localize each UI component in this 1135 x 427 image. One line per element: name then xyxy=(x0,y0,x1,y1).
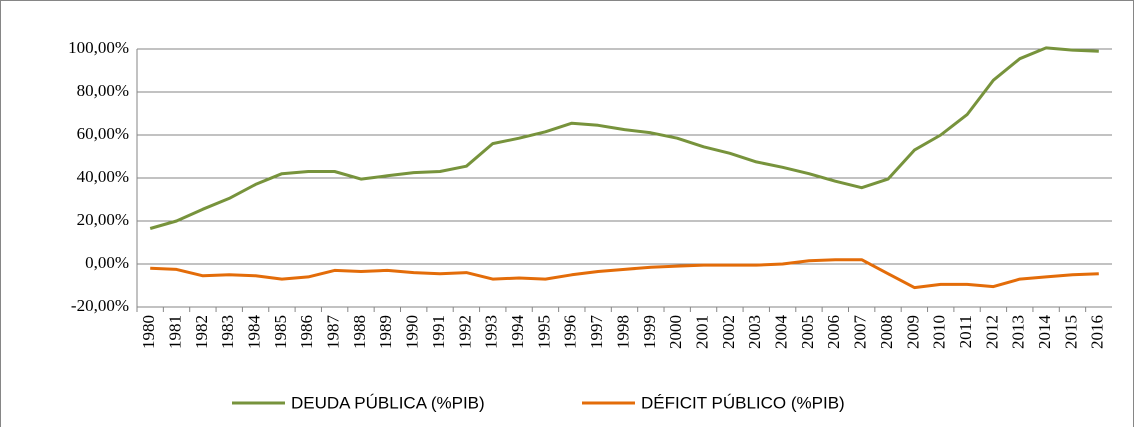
x-tick-label: 1988 xyxy=(350,315,369,349)
x-tick-label: 1985 xyxy=(271,315,290,349)
x-tick-label: 1993 xyxy=(482,315,501,349)
series-line xyxy=(150,258,1099,290)
x-tick-label: 1989 xyxy=(376,315,395,349)
x-tick-label: 2009 xyxy=(903,315,922,349)
x-tick-label: 1981 xyxy=(165,315,184,349)
x-tick-label: 1980 xyxy=(139,315,158,349)
x-tick-label: 2011 xyxy=(956,315,975,348)
x-tick-label: 1992 xyxy=(455,315,474,349)
x-tick-label: 2015 xyxy=(1061,315,1080,349)
y-tick-label: 60,00% xyxy=(77,124,129,143)
x-tick-label: 2004 xyxy=(772,315,791,350)
x-tick-label: 2013 xyxy=(1009,315,1028,349)
x-tick-label: 1984 xyxy=(244,315,263,350)
x-tick-label: 1994 xyxy=(508,315,527,350)
x-tick-label: 2010 xyxy=(930,315,949,349)
series-line xyxy=(149,46,1099,230)
x-tick-label: 2012 xyxy=(982,315,1001,349)
x-tick-label: 2007 xyxy=(851,315,870,350)
legend-label: DEUDA PÚBLICA (%PIB) xyxy=(291,393,485,412)
y-tick-label: 80,00% xyxy=(77,81,129,100)
y-tick-label: -20,00% xyxy=(71,296,129,315)
y-tick-label: 100,00% xyxy=(68,38,129,57)
x-tick-label: 2001 xyxy=(692,315,711,349)
x-tick-label: 1995 xyxy=(534,315,553,349)
x-tick-label: 1996 xyxy=(561,315,580,349)
x-tick-label: 1998 xyxy=(613,315,632,349)
x-tick-label: 1982 xyxy=(192,315,211,349)
x-tick-label: 2016 xyxy=(1088,315,1107,349)
x-tick-label: 2005 xyxy=(798,315,817,349)
x-tick-label: 2006 xyxy=(824,315,843,349)
y-tick-label: 20,00% xyxy=(77,210,129,229)
x-tick-label: 1990 xyxy=(403,315,422,349)
x-tick-label: 2000 xyxy=(666,315,685,349)
x-tick-label: 2008 xyxy=(877,315,896,349)
x-tick-label: 1991 xyxy=(429,315,448,349)
x-tick-label: 2002 xyxy=(719,315,738,349)
x-tick-label: 1987 xyxy=(324,315,343,350)
x-tick-label: 1997 xyxy=(587,315,606,350)
y-tick-label: 0,00% xyxy=(85,253,129,272)
x-tick-label: 2014 xyxy=(1035,315,1054,350)
legend-label: DÉFICIT PÚBLICO (%PIB) xyxy=(641,393,845,412)
x-tick-label: 1986 xyxy=(297,315,316,349)
x-tick-label: 2003 xyxy=(745,315,764,349)
y-tick-label: 40,00% xyxy=(77,167,129,186)
x-tick-label: 1983 xyxy=(218,315,237,349)
x-tick-label: 1999 xyxy=(640,315,659,349)
